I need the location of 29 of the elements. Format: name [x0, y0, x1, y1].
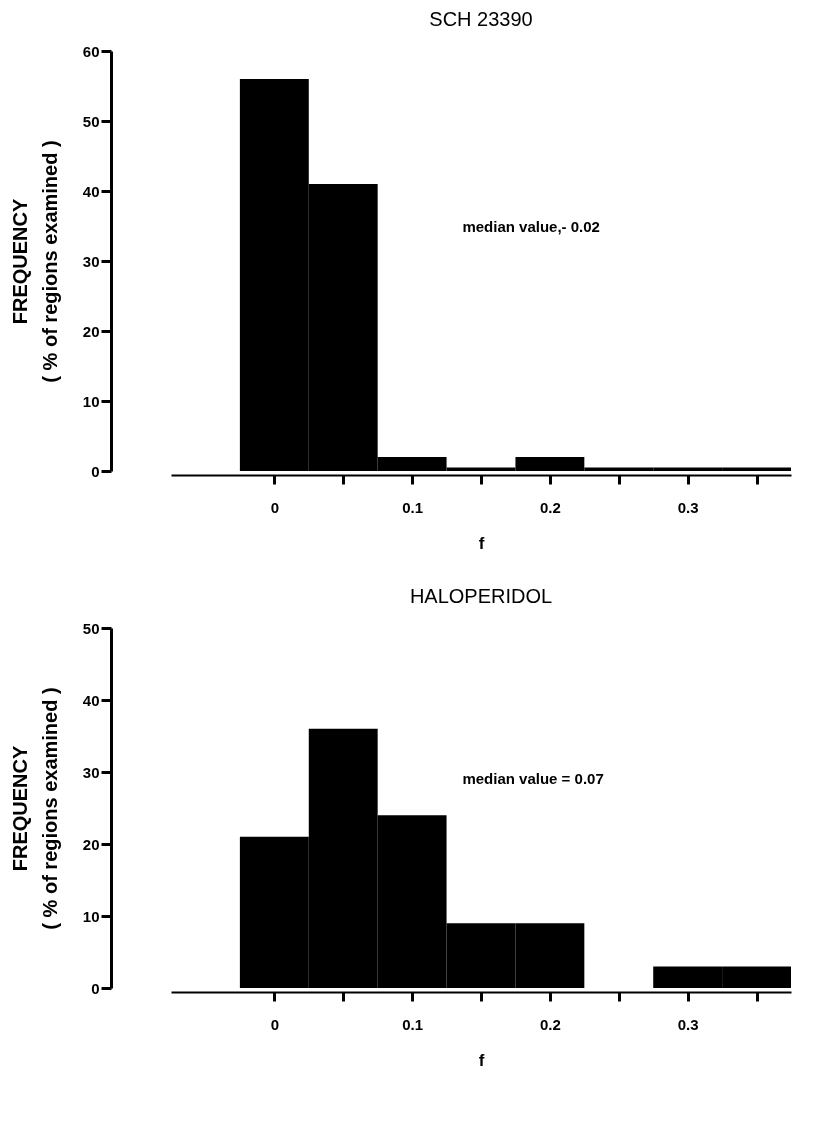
x-tick-label: 0.2: [539, 498, 561, 516]
y-tick-label: 0: [91, 979, 100, 997]
x-tick-label: 0: [270, 498, 280, 516]
x-tick-label: 0.2: [539, 1015, 561, 1033]
chart-title: HALOPERIDOL: [409, 585, 553, 607]
y-tick-label: 50: [82, 619, 100, 637]
x-axis-title: f: [478, 1050, 485, 1070]
annotation: median value = 0.07: [462, 770, 604, 788]
y-tick-label: 60: [82, 42, 100, 60]
x-tick-label: 0.3: [677, 498, 699, 516]
chart-title: SCH 23390: [429, 8, 533, 30]
x-tick-label: 0.1: [402, 1015, 424, 1033]
x-tick-label: 0.1: [402, 498, 424, 516]
y-tick-label: 40: [82, 691, 100, 709]
y-tick-label: 20: [82, 322, 100, 340]
x-tick-label: 0.3: [677, 1015, 699, 1033]
y-axis-title: FREQUENCY ( % of regions examined ): [8, 687, 61, 930]
y-tick-label: 40: [82, 182, 100, 200]
y-tick-label: 10: [82, 392, 100, 410]
y-tick-label: 10: [82, 907, 100, 925]
y-tick-label: 50: [82, 112, 100, 130]
x-tick-label: 0: [270, 1015, 280, 1033]
x-axis-title: f: [478, 533, 485, 553]
y-tick-label: 0: [91, 462, 100, 480]
y-tick-label: 20: [82, 835, 100, 853]
y-tick-label: 30: [82, 763, 100, 781]
y-tick-label: 30: [82, 252, 100, 270]
y-axis-title: FREQUENCY ( % of regions examined ): [8, 140, 61, 383]
annotation: median value,- 0.02: [462, 218, 600, 236]
